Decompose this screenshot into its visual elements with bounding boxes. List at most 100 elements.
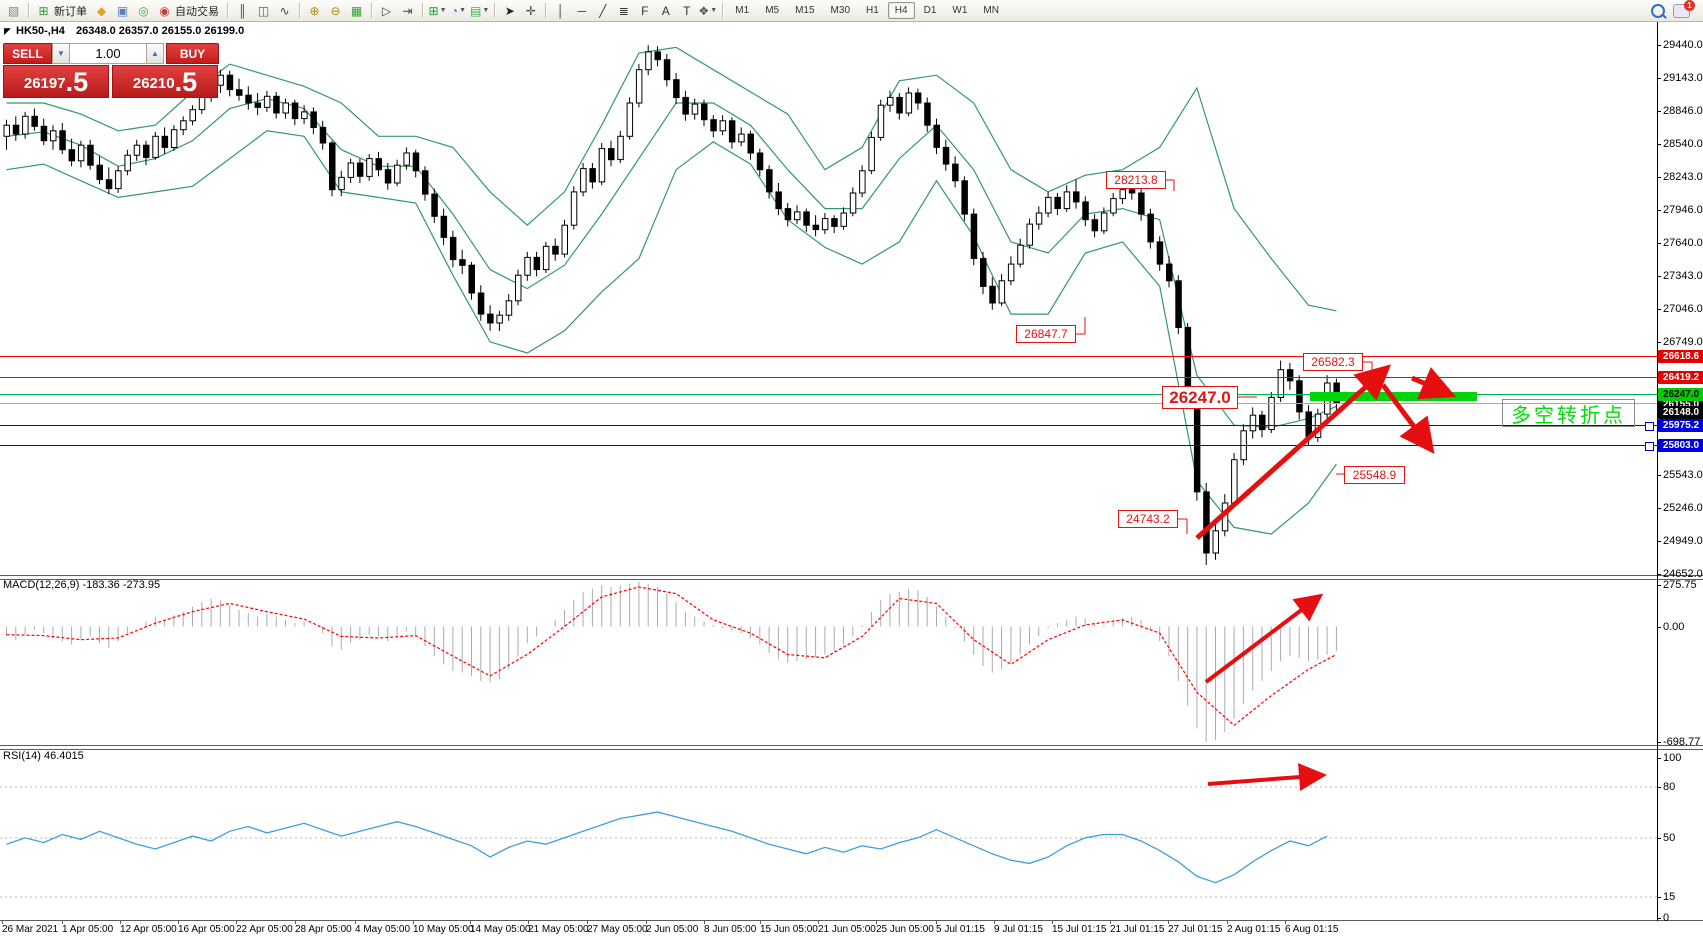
dropdown-arrow-icon[interactable]: ▼ — [710, 7, 718, 14]
timeframe-button-d1[interactable]: D1 — [923, 5, 937, 16]
green-highlight-bar[interactable] — [1310, 392, 1477, 401]
timeframe-button-m30[interactable]: M30 — [830, 5, 850, 16]
macd-pane-separator[interactable] — [0, 575, 1703, 580]
time-axis-tick — [470, 920, 471, 924]
chart-search-icon[interactable]: ▧ — [7, 3, 20, 18]
autotrading-icon-label[interactable]: 自动交易 — [175, 5, 219, 18]
sell-button[interactable]: SELL — [3, 43, 52, 64]
time-axis-label: 8 Jun 05:00 — [704, 924, 757, 935]
axis-tick — [1657, 144, 1661, 145]
market-watch-icon[interactable]: ▣ — [116, 3, 129, 18]
indicators-icon[interactable]: ⊞ ▼ — [428, 3, 447, 18]
auto-scroll-icon[interactable]: ▷ — [381, 3, 392, 18]
price-badge: 26618.6 — [1658, 350, 1703, 363]
volume-increase-button[interactable]: ▲ — [146, 43, 164, 64]
price-annotation-box[interactable]: 25548.9 — [1344, 466, 1405, 484]
chart-shift-icon[interactable]: ⇥ — [402, 3, 413, 18]
horizontal-level-line[interactable] — [0, 403, 1657, 404]
volume-input[interactable]: 1.00 — [70, 43, 146, 64]
axis-tick — [1657, 627, 1661, 628]
crosshair-icon[interactable]: ✛ — [525, 3, 536, 18]
time-axis-tick — [295, 920, 296, 924]
text-label-icon[interactable]: T — [683, 3, 691, 18]
fibonacci-icon[interactable]: F — [641, 3, 649, 18]
horizontal-level-line[interactable] — [0, 377, 1657, 378]
text-icon[interactable]: A — [661, 3, 670, 18]
buy-button[interactable]: BUY — [166, 43, 219, 64]
timeframe-button-m1[interactable]: M1 — [735, 5, 750, 16]
time-axis-tick — [1285, 920, 1286, 924]
timeframe-button-h4[interactable]: H4 — [887, 2, 915, 19]
volume-decrease-button[interactable]: ▼ — [52, 43, 70, 64]
toolbar-separator — [28, 3, 29, 18]
templates-icon[interactable]: ▤ ▼ — [470, 3, 490, 18]
line-chart-icon[interactable]: ∿ — [279, 3, 290, 18]
search-icon[interactable] — [1651, 3, 1665, 18]
dropdown-arrow-icon[interactable]: ▼ — [439, 7, 447, 14]
macd-scale-label: -698.77 — [1663, 736, 1701, 748]
chat-icon[interactable]: 1 — [1673, 0, 1695, 18]
line-selection-handle[interactable] — [1645, 442, 1654, 451]
autotrading-icon[interactable]: ◉ — [159, 3, 170, 18]
chart-ohlc-values: 26348.0 26357.0 26155.0 26199.0 — [75, 25, 245, 37]
horizontal-level-line[interactable] — [0, 445, 1657, 446]
chart-title: HK50-,H4 26348.0 26357.0 26155.0 26199.0 — [16, 25, 244, 37]
timeframe-button-h1[interactable]: H1 — [866, 5, 879, 16]
horizontal-level-line[interactable] — [0, 394, 1657, 395]
bar-chart-icon[interactable]: ║ — [238, 3, 247, 18]
axis-tick — [1657, 111, 1661, 112]
price-annotation-box[interactable]: 28213.8 — [1106, 171, 1166, 189]
zoom-in-icon[interactable]: ⊕ — [309, 3, 320, 18]
dropdown-arrow-icon[interactable]: ▼ — [459, 7, 467, 14]
price-annotation-box[interactable]: 24743.2 — [1118, 510, 1178, 528]
cursor-icon[interactable]: ➤ — [504, 3, 515, 18]
time-axis-tick — [236, 920, 237, 924]
time-axis-tick — [1227, 920, 1228, 924]
vertical-line-icon[interactable]: │ — [557, 3, 565, 18]
time-axis-line — [0, 920, 1703, 921]
price-axis-label: 29440.0 — [1663, 39, 1703, 51]
tile-windows-icon[interactable]: ▦ — [350, 3, 363, 18]
sell-price-big-digit: .5 — [65, 67, 89, 97]
timeframe-button-w1[interactable]: W1 — [952, 5, 968, 16]
zoom-out-icon[interactable]: ⊖ — [330, 3, 341, 18]
price-annotation-box[interactable]: 26582.3 — [1303, 353, 1363, 371]
signals-icon[interactable]: ◎ — [138, 3, 149, 18]
rsi-pane-separator[interactable] — [0, 745, 1703, 750]
timeframe-button-mn[interactable]: MN — [983, 5, 999, 16]
line-selection-handle[interactable] — [1645, 422, 1654, 431]
timeframe-button-m5[interactable]: M5 — [765, 5, 780, 16]
time-axis-tick — [760, 920, 761, 924]
axis-tick — [1657, 342, 1661, 343]
new-order-icon[interactable]: ⊞ — [38, 3, 49, 18]
price-annotation-box[interactable]: 26247.0 — [1162, 386, 1238, 409]
axis-tick — [1657, 838, 1661, 839]
time-axis-label: 5 Jul 01:15 — [936, 924, 985, 935]
shapes-icon[interactable]: ❖ ▼ — [698, 3, 718, 18]
candlestick-chart-icon[interactable]: ◫ — [257, 3, 270, 18]
price-axis-label: 25246.0 — [1663, 502, 1703, 514]
turning-point-label[interactable]: 多空转折点 — [1502, 399, 1635, 427]
periods-icon[interactable]: ◔ ▼ — [450, 3, 467, 18]
time-axis-tick — [2, 920, 3, 924]
horizontal-level-line[interactable] — [0, 356, 1657, 357]
trendline-icon[interactable]: ╱ — [599, 3, 607, 18]
equidistant-channel-icon[interactable]: ≣ — [618, 3, 629, 18]
time-axis-tick — [178, 920, 179, 924]
new-order-icon-label[interactable]: 新订单 — [54, 5, 87, 18]
axis-tick — [1657, 897, 1661, 898]
sell-price-display[interactable]: 26197 .5 — [3, 65, 109, 98]
time-axis-tick — [646, 920, 647, 924]
rsi-scale-label: 0 — [1663, 912, 1670, 924]
macd-scale-label: 275.75 — [1663, 579, 1697, 591]
price-axis-label: 29143.0 — [1663, 72, 1703, 84]
axis-tick — [1657, 210, 1661, 211]
buy-price-display[interactable]: 26210 .5 — [112, 65, 218, 98]
panel-collapse-icon[interactable]: ◤ — [4, 26, 11, 36]
price-annotation-box[interactable]: 26847.7 — [1016, 325, 1076, 343]
horizontal-level-line[interactable] — [0, 425, 1657, 426]
styler-icon[interactable]: ◆ — [96, 3, 107, 18]
dropdown-arrow-icon[interactable]: ▼ — [482, 7, 490, 14]
timeframe-button-m15[interactable]: M15 — [795, 5, 815, 16]
horizontal-line-icon[interactable]: ─ — [577, 3, 587, 18]
